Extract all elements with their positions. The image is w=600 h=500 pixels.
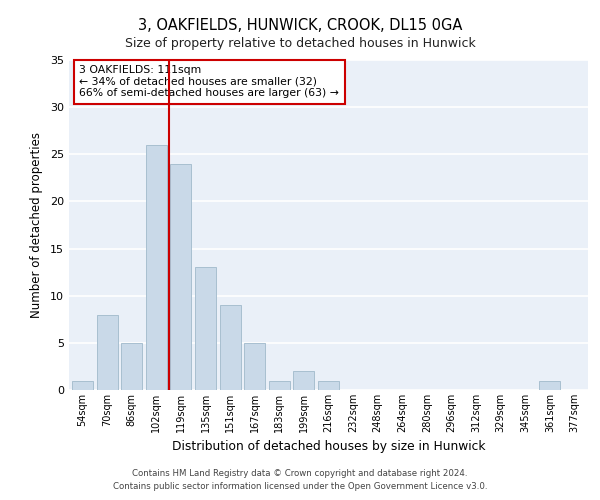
Text: Size of property relative to detached houses in Hunwick: Size of property relative to detached ho… (125, 38, 475, 51)
Bar (269, 380, 290, 390)
Bar (539, 380, 560, 390)
Bar (293, 371, 314, 390)
Bar (318, 380, 339, 390)
Bar (244, 343, 265, 390)
Text: Contains HM Land Registry data © Crown copyright and database right 2024.
Contai: Contains HM Land Registry data © Crown c… (113, 470, 487, 491)
Text: 3 OAKFIELDS: 111sqm
← 34% of detached houses are smaller (32)
66% of semi-detach: 3 OAKFIELDS: 111sqm ← 34% of detached ho… (79, 65, 339, 98)
Bar (72, 380, 93, 390)
X-axis label: Distribution of detached houses by size in Hunwick: Distribution of detached houses by size … (172, 440, 485, 454)
Bar (121, 343, 142, 390)
Bar (146, 145, 167, 390)
Bar (97, 314, 118, 390)
Text: 3, OAKFIELDS, HUNWICK, CROOK, DL15 0GA: 3, OAKFIELDS, HUNWICK, CROOK, DL15 0GA (138, 18, 462, 32)
Bar (195, 268, 216, 390)
Bar (170, 164, 191, 390)
Y-axis label: Number of detached properties: Number of detached properties (30, 132, 43, 318)
Bar (220, 305, 241, 390)
